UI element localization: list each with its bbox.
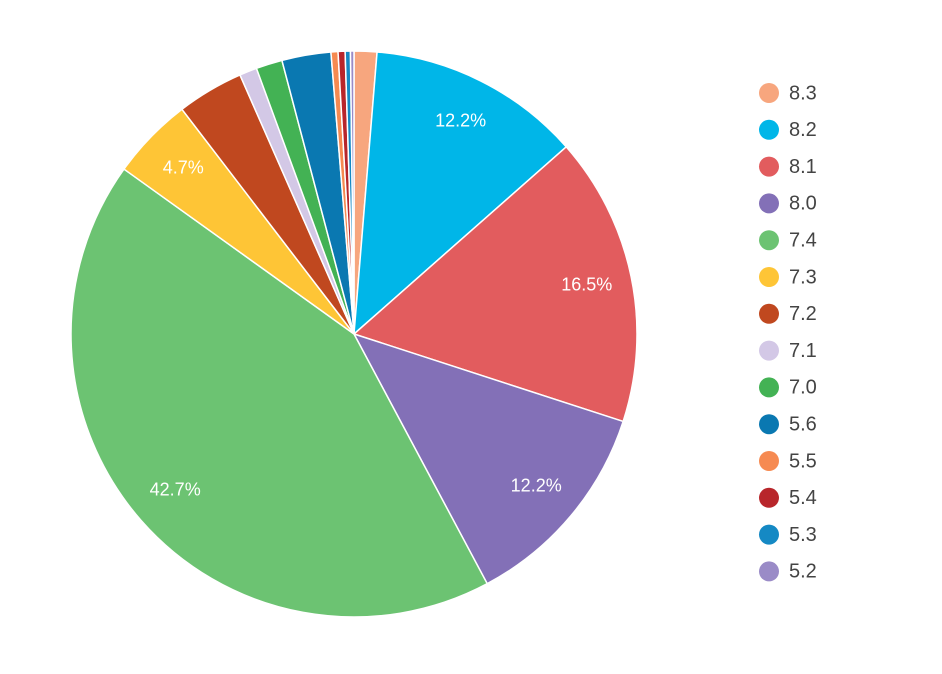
pie xyxy=(70,50,638,618)
legend-marker xyxy=(759,83,779,103)
legend-label: 8.3 xyxy=(789,82,817,104)
slice-labels: 12.2% 16.5% 12.2% 42.7% 4.7% xyxy=(150,110,613,499)
legend-marker xyxy=(759,487,779,508)
legend-marker xyxy=(759,377,779,398)
slice-label: 4.7% xyxy=(163,157,204,177)
legend-marker xyxy=(759,303,779,324)
legend-marker xyxy=(759,230,779,251)
legend-label: 5.2 xyxy=(789,561,817,583)
legend-label: 5.5 xyxy=(789,450,817,472)
legend-marker xyxy=(759,340,779,361)
legend-marker xyxy=(759,561,779,582)
legend-label: 5.4 xyxy=(789,487,817,509)
legend-label: 7.3 xyxy=(789,266,817,288)
slice-label: 12.2% xyxy=(511,475,562,495)
legend-label: 7.1 xyxy=(789,340,817,362)
pie-slice xyxy=(353,51,568,336)
legend-marker xyxy=(759,193,779,214)
legend-label: 8.1 xyxy=(789,156,817,178)
legend-marker xyxy=(759,414,779,435)
legend-marker xyxy=(759,451,779,471)
legend: 8.3 8.2 8.1 8.0 7.4 7.3 7.2 7.1 7.0 5.6 5.5 5.4 5.3 5… xyxy=(759,82,817,583)
legend-label: 5.3 xyxy=(789,524,817,546)
pie-slice xyxy=(349,50,355,335)
legend-marker xyxy=(759,156,779,177)
legend-label: 7.0 xyxy=(789,377,817,399)
slice-label: 16.5% xyxy=(561,275,612,295)
pie-slice xyxy=(352,332,625,585)
legend-label: 8.2 xyxy=(789,119,817,141)
pie-slice xyxy=(70,168,489,618)
legend-label: 8.0 xyxy=(789,193,817,215)
legend-label: 5.6 xyxy=(789,413,817,435)
slice-label: 12.2% xyxy=(435,110,486,130)
slice-label: 42.7% xyxy=(150,479,201,499)
legend-marker xyxy=(759,267,779,287)
legend-marker xyxy=(759,119,779,140)
legend-marker xyxy=(759,524,779,545)
legend-label: 7.2 xyxy=(789,303,817,325)
pie-slice xyxy=(352,145,638,423)
legend-label: 7.4 xyxy=(789,229,817,251)
